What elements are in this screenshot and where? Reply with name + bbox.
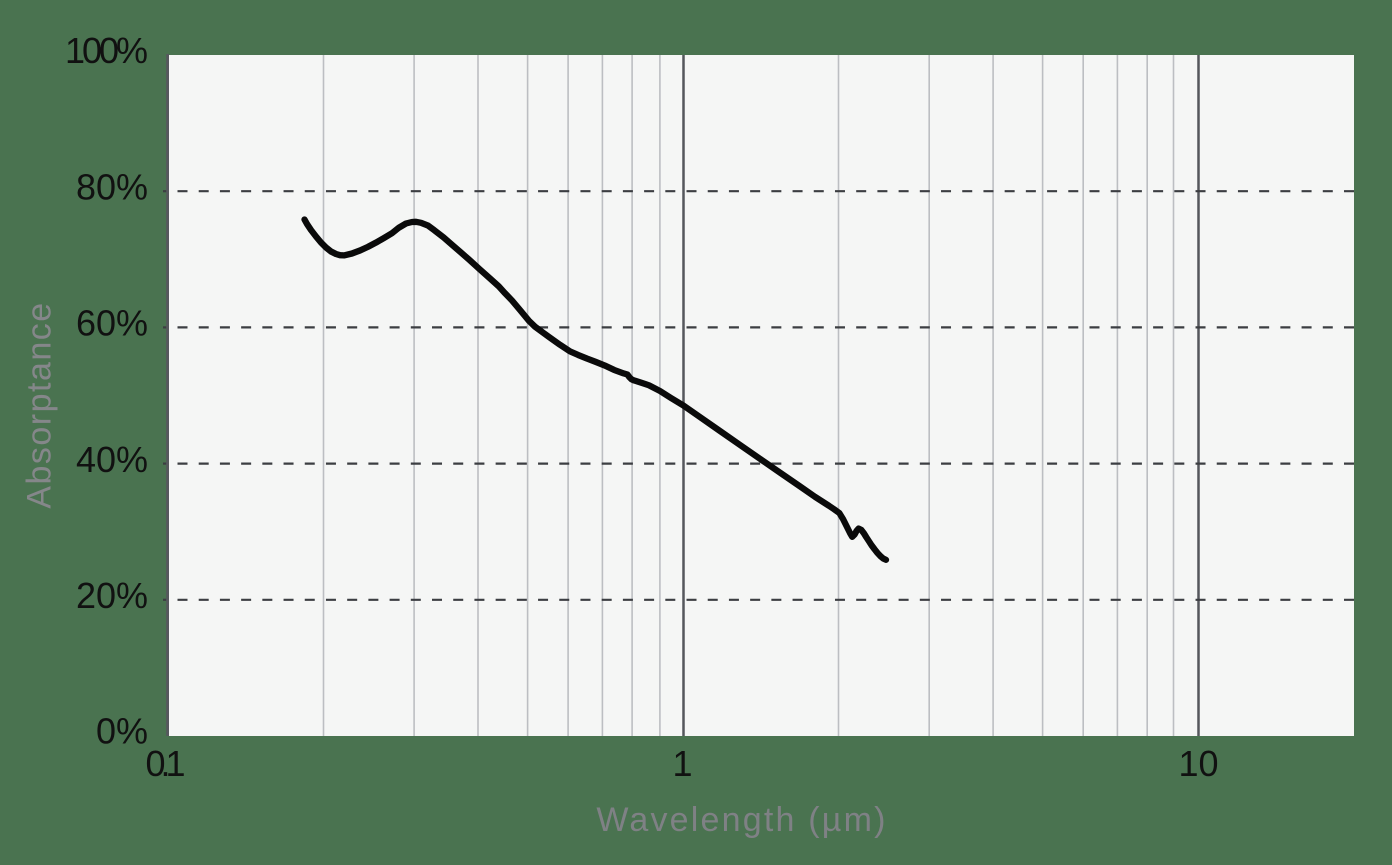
svg-text:40%: 40% (76, 439, 148, 480)
svg-text:100%: 100% (65, 30, 148, 71)
svg-text:1: 1 (672, 743, 692, 784)
svg-text:10: 10 (1178, 743, 1218, 784)
svg-text:0.1: 0.1 (146, 743, 186, 784)
svg-text:Absorptance: Absorptance (21, 301, 59, 508)
svg-text:60%: 60% (76, 303, 148, 344)
svg-text:Wavelength (µm): Wavelength (µm) (596, 801, 887, 839)
svg-text:0%: 0% (96, 711, 148, 752)
svg-text:80%: 80% (76, 167, 148, 208)
svg-text:20%: 20% (76, 575, 148, 616)
